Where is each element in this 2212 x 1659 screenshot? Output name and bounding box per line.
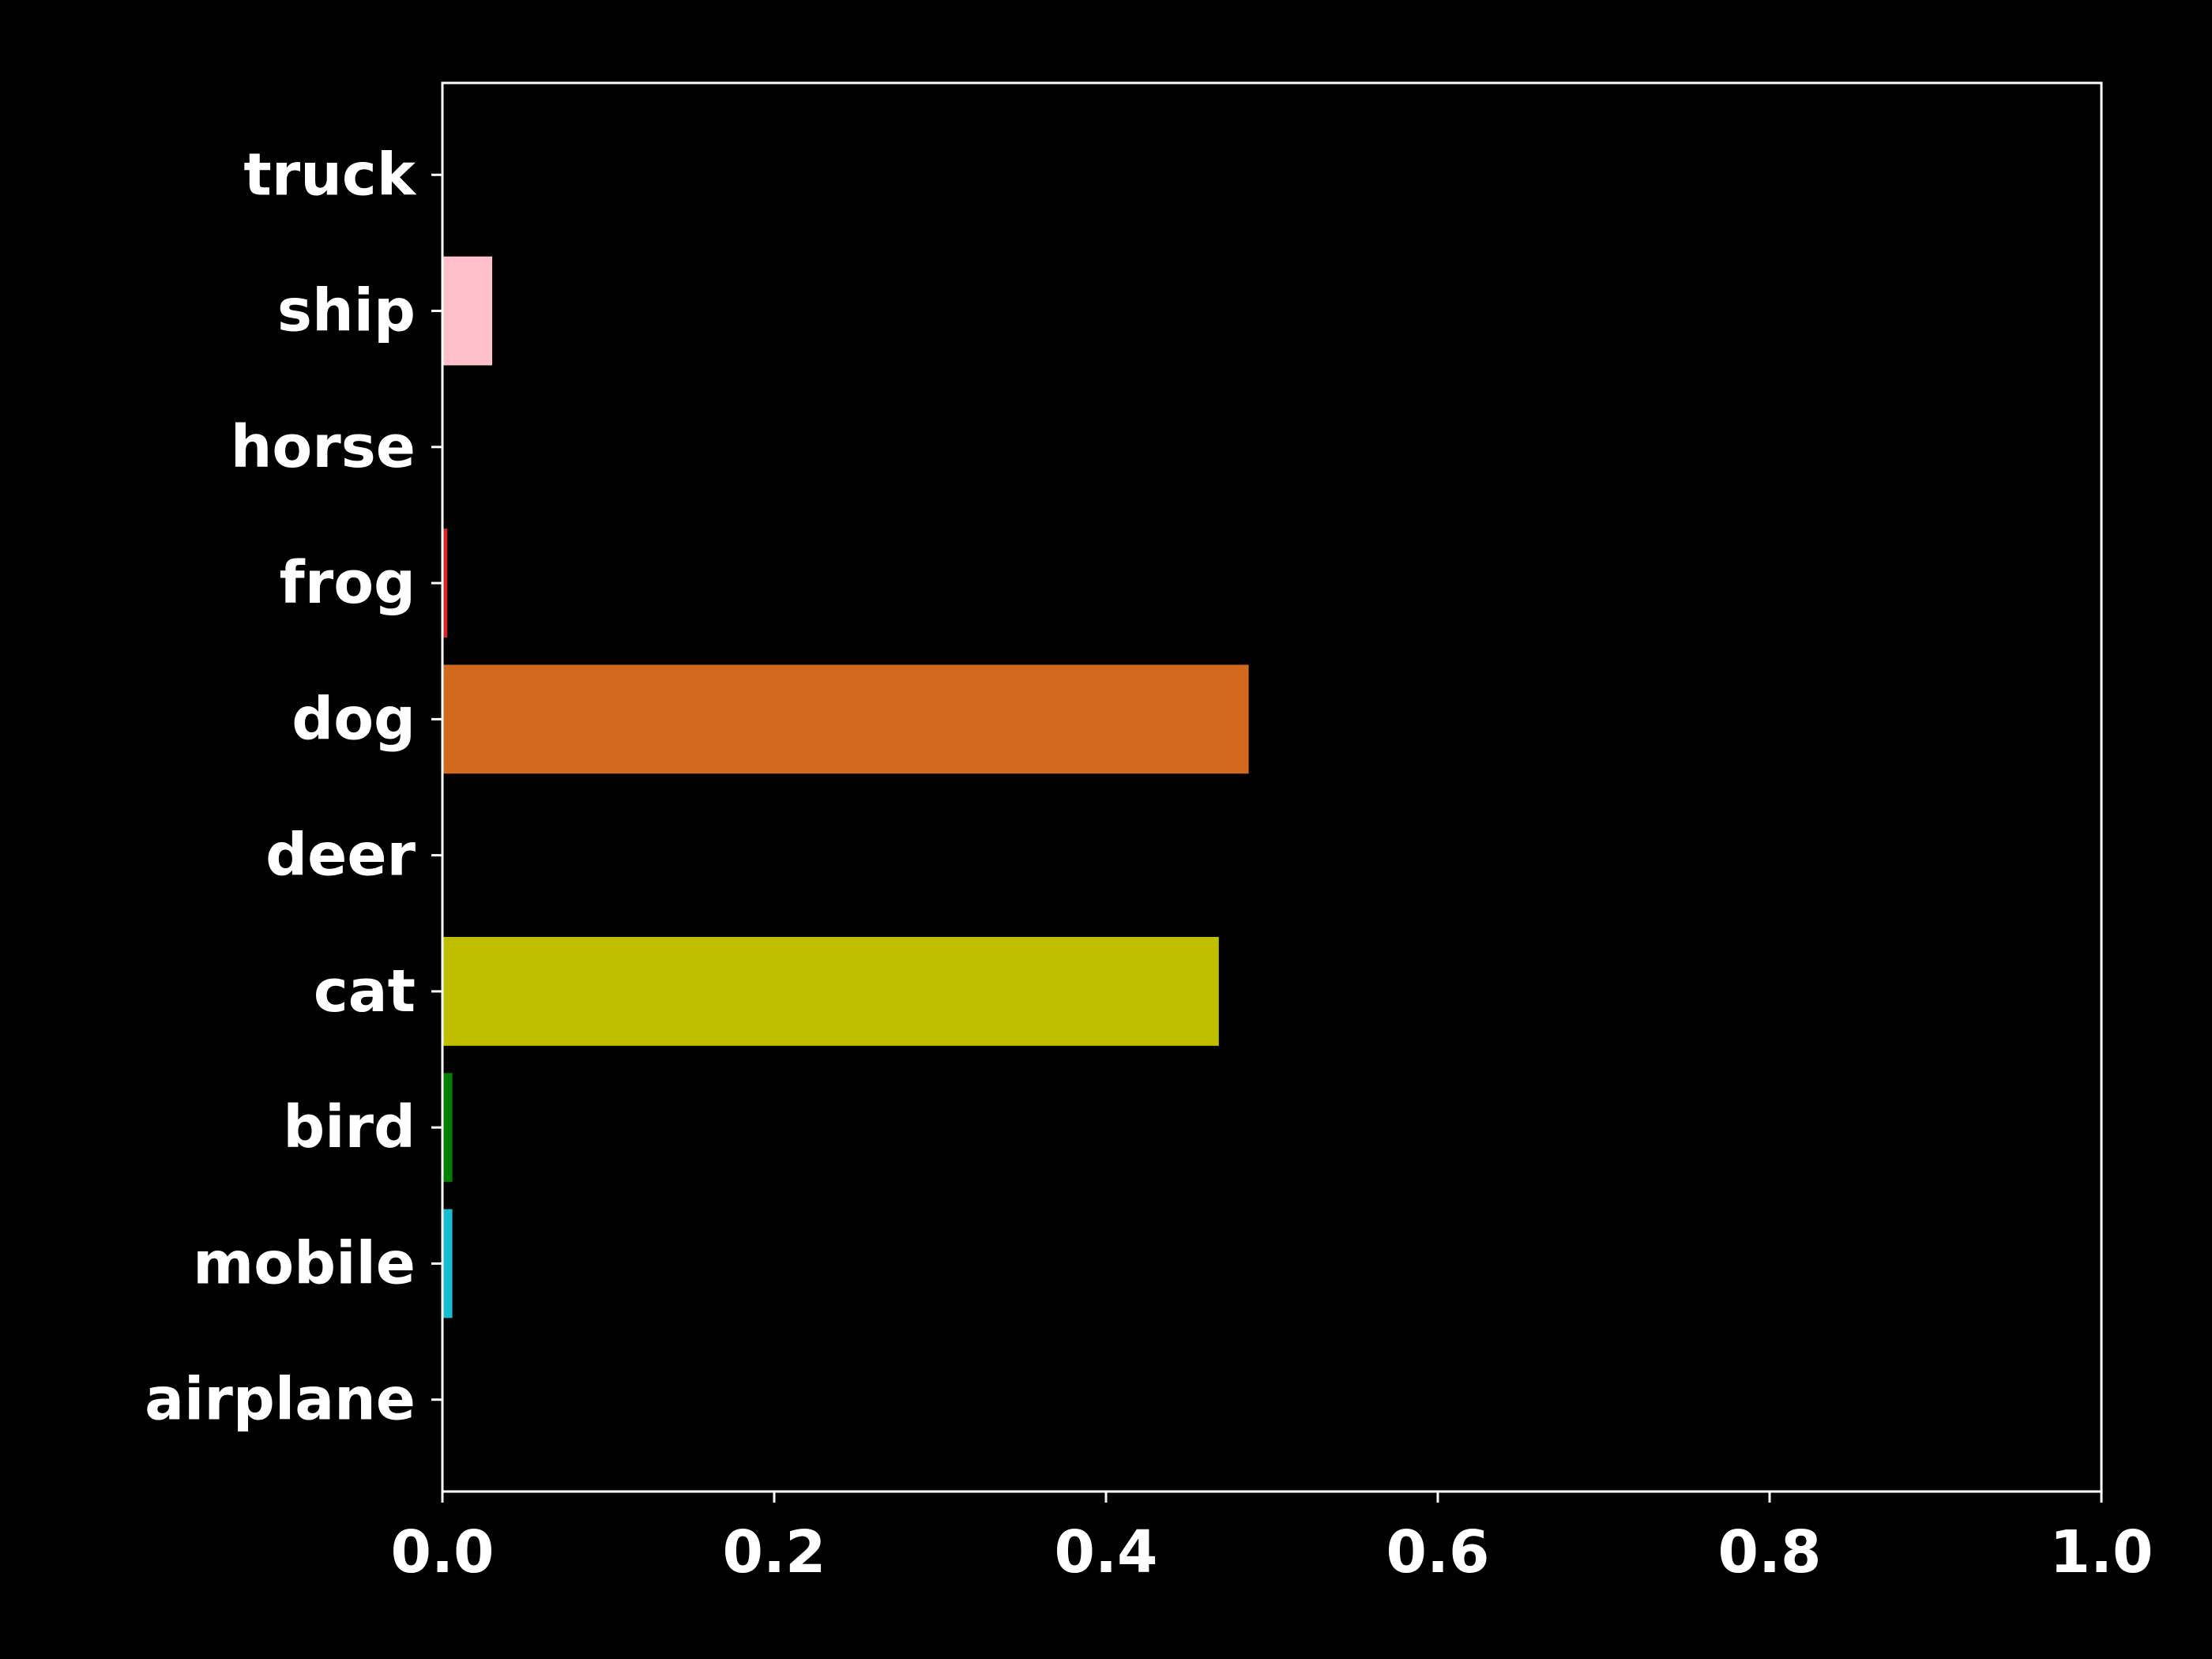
plot-frame — [441, 81, 2103, 1493]
y-tick-label-mobile: mobile — [193, 1229, 416, 1297]
y-tick-label-ship: ship — [277, 277, 416, 345]
bar-cat — [442, 936, 1219, 1046]
bar-dog — [442, 664, 1249, 774]
y-tick-label-deer: deer — [265, 822, 416, 890]
y-tick-label-airplane: airplane — [145, 1366, 416, 1434]
y-axis: airplane mobile bird cat deer dog frog horse shi… — [145, 141, 442, 1434]
x-tick-label-5: 1.0 — [2049, 1518, 2153, 1586]
x-tick-label-1: 0.2 — [722, 1518, 826, 1586]
bar-bird — [442, 1073, 453, 1183]
x-tick-label-0: 0.0 — [390, 1518, 494, 1586]
y-tick-label-frog: frog — [280, 549, 416, 617]
x-tick-label-4: 0.8 — [1717, 1518, 1821, 1586]
x-tick-label-3: 0.6 — [1386, 1518, 1489, 1586]
y-tick-label-horse: horse — [231, 413, 416, 481]
y-tick-label-cat: cat — [314, 957, 416, 1025]
bar-frog — [442, 529, 448, 638]
bars-group — [442, 256, 1249, 1319]
y-tick-label-bird: bird — [283, 1093, 416, 1161]
bar-mobile — [442, 1209, 453, 1319]
y-tick-label-dog: dog — [292, 685, 416, 753]
x-axis: 0.0 0.2 0.4 0.6 0.8 1.0 — [390, 1492, 2154, 1586]
x-tick-label-2: 0.4 — [1054, 1518, 1157, 1586]
bar-ship — [442, 256, 492, 366]
plot-area — [442, 83, 2101, 1492]
y-tick-label-truck: truck — [243, 141, 416, 209]
